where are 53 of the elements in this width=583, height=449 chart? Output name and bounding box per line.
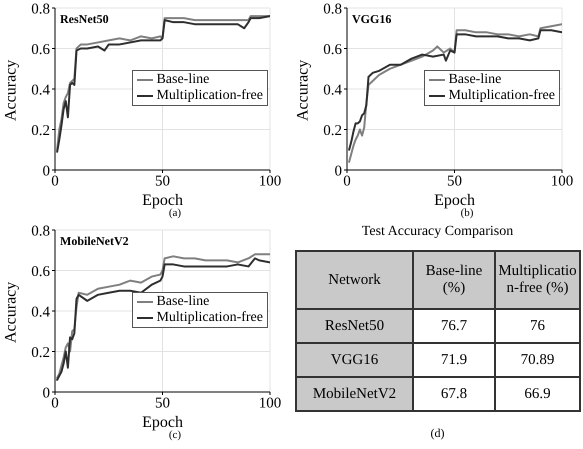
y-tick-label: 0.4 xyxy=(31,82,50,98)
y-tick-label: 0.4 xyxy=(31,304,50,320)
x-axis-title: Epoch xyxy=(142,192,183,209)
chart-title: MobileNetV2 xyxy=(60,234,129,249)
text: (c) xyxy=(168,429,182,441)
series-label: Base-line (%) xyxy=(413,251,495,309)
text: (b) xyxy=(460,207,474,219)
y-tick-label: 0.4 xyxy=(323,82,342,98)
y-tick-label: 0.8 xyxy=(323,1,342,18)
x-axis-title: Epoch xyxy=(434,192,475,209)
chart-title: VGG16 xyxy=(352,12,392,27)
category-label: ResNet50 xyxy=(296,309,413,343)
data-label: 70.89 xyxy=(495,343,580,377)
legend-label: Multiplication-free xyxy=(156,88,263,104)
y-tick-label: 0.2 xyxy=(31,122,50,139)
legend-label: Base-line xyxy=(448,72,502,88)
x-tick-label: 50 xyxy=(447,174,462,190)
legend-label: Base-line xyxy=(156,294,210,310)
y-tick-label: 0 xyxy=(42,385,50,402)
data-label: 66.9 xyxy=(495,377,580,411)
y-tick-label: 0.2 xyxy=(31,344,50,361)
legend-label: Multiplication-free xyxy=(156,310,263,326)
x-tick-label: 100 xyxy=(258,174,282,190)
x-tick-label: 50 xyxy=(155,396,170,412)
x-tick-label: 100 xyxy=(550,174,574,190)
x-tick-label: 100 xyxy=(258,396,282,412)
y-axis-title: Accuracy xyxy=(2,282,20,343)
data-label: 76 xyxy=(495,309,580,343)
chart-title: ResNet50 xyxy=(60,12,109,27)
series-label: Multiplication-free (%) xyxy=(495,251,580,309)
data-label: 71.9 xyxy=(413,343,495,377)
text: Network xyxy=(296,251,413,309)
y-tick-label: 0 xyxy=(42,163,50,180)
y-tick-label: 0.8 xyxy=(31,1,50,18)
y-tick-label: 0.2 xyxy=(323,122,342,139)
y-tick-label: 0.6 xyxy=(31,264,50,280)
data-label: 67.8 xyxy=(413,377,495,411)
y-tick-label: 0.6 xyxy=(323,42,342,58)
category-label: VGG16 xyxy=(296,343,413,377)
text: (a) xyxy=(168,207,182,219)
legend-label: Base-line xyxy=(156,72,210,88)
x-axis-title: Epoch xyxy=(142,414,183,431)
text: Test Accuracy Comparison xyxy=(360,224,514,240)
y-tick-label: 0 xyxy=(334,163,342,180)
y-tick-label: 0.6 xyxy=(31,42,50,58)
x-tick-label: 50 xyxy=(155,174,170,190)
text: (d) xyxy=(430,426,446,441)
category-label: MobileNetV2 xyxy=(296,377,413,411)
y-axis-title: Accuracy xyxy=(2,60,20,121)
y-axis-title: Accuracy xyxy=(294,60,312,121)
legend-label: Multiplication-free xyxy=(448,88,555,104)
data-label: 76.7 xyxy=(413,309,495,343)
y-tick-label: 0.8 xyxy=(31,223,50,240)
